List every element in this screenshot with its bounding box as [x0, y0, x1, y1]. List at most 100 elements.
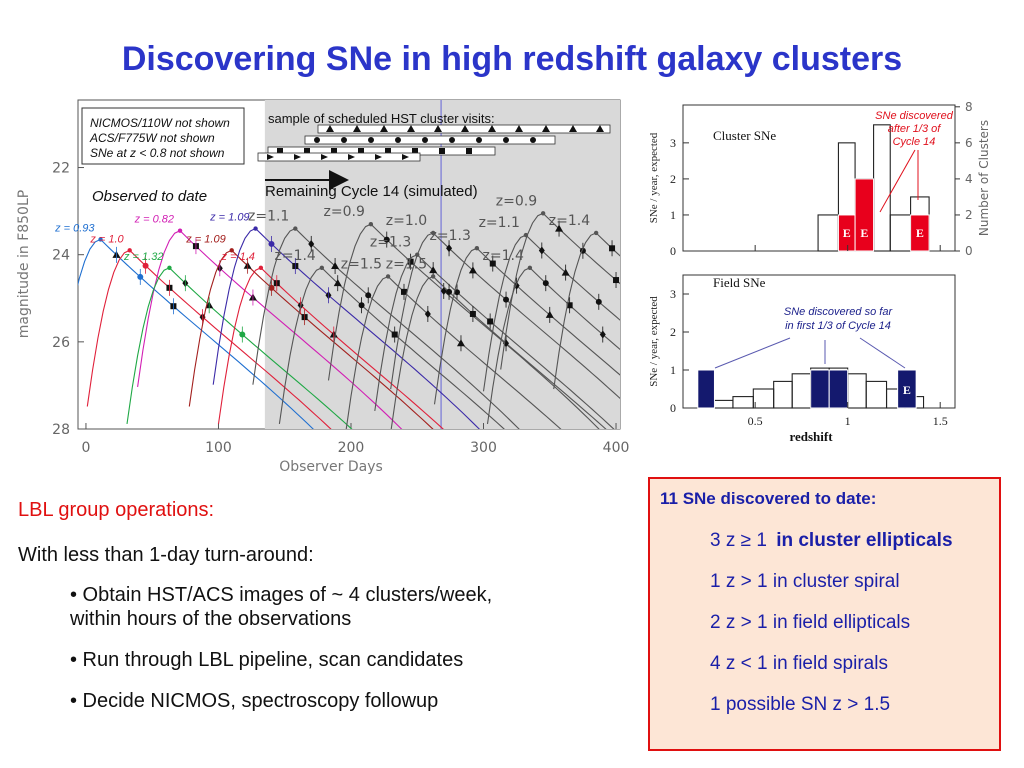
visit-marker — [326, 125, 334, 132]
visit-marker — [380, 125, 388, 132]
y2-axis-label: Number of Clusters — [977, 120, 991, 236]
x-tick-label: 400 — [603, 440, 630, 456]
curve-label: z=1.0 — [386, 213, 427, 229]
observed-label: Observed to date — [92, 188, 207, 205]
annotation: SNe discovered so far — [784, 306, 894, 318]
visit-row — [304, 135, 556, 145]
x-tick-label: 100 — [205, 440, 232, 456]
discovered-bar — [910, 214, 930, 252]
operations-bullet: • Run through LBL pipeline, scan candida… — [70, 649, 463, 671]
visit-marker — [422, 137, 428, 143]
light-curve — [482, 234, 620, 392]
visit-marker — [331, 148, 337, 154]
summary-item-text: 1 z > 1 in cluster spiral — [710, 571, 900, 592]
visit-marker — [267, 154, 274, 160]
y-tick-label: 22 — [52, 161, 70, 177]
curve-label: z=1.4 — [549, 213, 590, 229]
visit-marker — [407, 125, 415, 132]
visit-marker — [321, 154, 328, 160]
x-tick-label: 200 — [338, 440, 365, 456]
curve-peak — [229, 248, 234, 253]
curve-peak — [98, 237, 103, 242]
annotation-pointer — [859, 337, 906, 369]
annotation-pointer — [879, 149, 916, 213]
chart-title: Cluster SNe — [713, 128, 776, 143]
light-curve — [345, 275, 562, 429]
visit-marker — [449, 137, 455, 143]
plot-frame — [682, 104, 956, 252]
summary-item: 2 z > 1 in field ellipticals — [710, 612, 910, 633]
curve-peak — [368, 221, 374, 227]
discovered-bar — [828, 369, 849, 409]
curve-label: z = 1.09 — [209, 212, 249, 224]
discovered-bar — [897, 369, 917, 409]
y-tick-label: 24 — [52, 248, 70, 264]
y-tick-label: 2 — [670, 172, 676, 186]
light-curve — [126, 267, 353, 429]
curve-label: z = 1.0 — [89, 233, 124, 245]
visit-marker — [569, 125, 577, 132]
curve-label: z=1.4 — [483, 248, 524, 264]
summary-item-text: 3 z ≥ 1 — [710, 530, 772, 551]
curve-peak — [527, 265, 533, 270]
curve-peak — [319, 265, 325, 270]
x-axis-label: redshift — [789, 429, 833, 444]
summary-item-text: 2 z > 1 in field ellipticals — [710, 612, 910, 633]
summary-box — [648, 477, 1001, 751]
light-curve — [374, 254, 615, 429]
y-tick-label: 1 — [670, 363, 676, 377]
visit-marker — [542, 125, 550, 132]
curve-peak — [474, 245, 480, 251]
visit-marker — [434, 125, 442, 132]
visit-marker — [439, 148, 445, 154]
y2-tick-label: 0 — [965, 244, 973, 258]
light-curve — [327, 223, 600, 429]
note: ACS/F775W not shown — [89, 131, 215, 145]
visit-marker — [395, 137, 401, 143]
visit-marker — [368, 137, 374, 143]
x-tick-label: 300 — [470, 440, 497, 456]
operations-bullet: • Decide NICMOS, spectroscopy followup — [70, 690, 438, 712]
light-curve — [390, 275, 607, 429]
bar-label: E — [843, 226, 851, 240]
light-curve — [553, 232, 620, 390]
curve-peak — [253, 226, 258, 231]
light-curve — [188, 249, 434, 429]
summary-item: 1 possible SN z > 1.5 — [710, 694, 890, 715]
curve-peak — [385, 274, 391, 279]
x-tick-label: 0.5 — [748, 414, 763, 428]
y-axis-label: SNe / year, expected — [648, 132, 660, 223]
operations-intro: With less than 1-day turn-around: — [18, 544, 314, 566]
x-tick-label: 0 — [81, 440, 90, 456]
visit-marker — [461, 125, 469, 132]
curve-peak — [293, 226, 298, 231]
bar-label: E — [903, 383, 911, 397]
curves — [78, 211, 620, 429]
y2-tick-label: 4 — [965, 172, 973, 186]
light-curve — [278, 267, 505, 429]
visit-marker — [294, 154, 301, 160]
y2-tick-label: 8 — [965, 100, 973, 114]
light-curve-chart: 0 100 200 300 400 22 24 26 28 Observer Days magnit… — [16, 99, 630, 475]
curve-label: z = 0.93 — [54, 222, 95, 234]
slide-title: Discovering SNe in high redshift galaxy … — [122, 40, 902, 78]
visit-marker — [515, 125, 523, 132]
visits-title: sample of scheduled HST cluster visits: — [268, 111, 495, 126]
curve-label: z=0.9 — [324, 204, 365, 220]
light-curve — [78, 238, 314, 429]
note: SNe at z < 0.8 not shown — [90, 146, 225, 160]
summary-heading: 11 SNe discovered to date: — [660, 489, 876, 508]
y-tick-label: 0 — [670, 244, 676, 258]
bar-label: E — [916, 226, 924, 240]
y-tick-label: 2 — [670, 325, 676, 339]
remaining-label: Remaining Cycle 14 (simulated) — [265, 183, 478, 200]
y-tick-label: 3 — [670, 287, 676, 301]
visit-marker — [314, 137, 320, 143]
curve-label: z=1.3 — [370, 235, 411, 251]
curve-label: z = 0.82 — [134, 214, 174, 226]
visit-marker — [476, 137, 482, 143]
light-curve — [500, 212, 620, 370]
